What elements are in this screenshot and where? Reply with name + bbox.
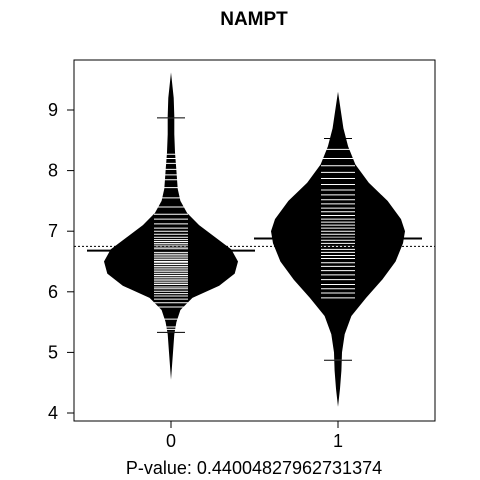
y-tick-label: 5 [48,342,58,362]
plot-frame [73,59,436,422]
bean-shape-0 [104,72,238,380]
y-tick-label: 7 [48,221,58,241]
x-tick-label: 0 [166,431,176,451]
x-tick-label: 1 [333,431,343,451]
chart-title: NAMPT [220,9,288,30]
axes: 4 5 6 7 8 9 0 1 [48,100,343,451]
y-tick-label: 9 [48,100,58,120]
y-tick-label: 6 [48,282,58,302]
x-axis-label: P-value: 0.44004827962731374 [126,458,382,478]
plot-area [74,72,435,407]
y-tick-label: 4 [48,403,58,423]
y-tick-label: 8 [48,161,58,181]
